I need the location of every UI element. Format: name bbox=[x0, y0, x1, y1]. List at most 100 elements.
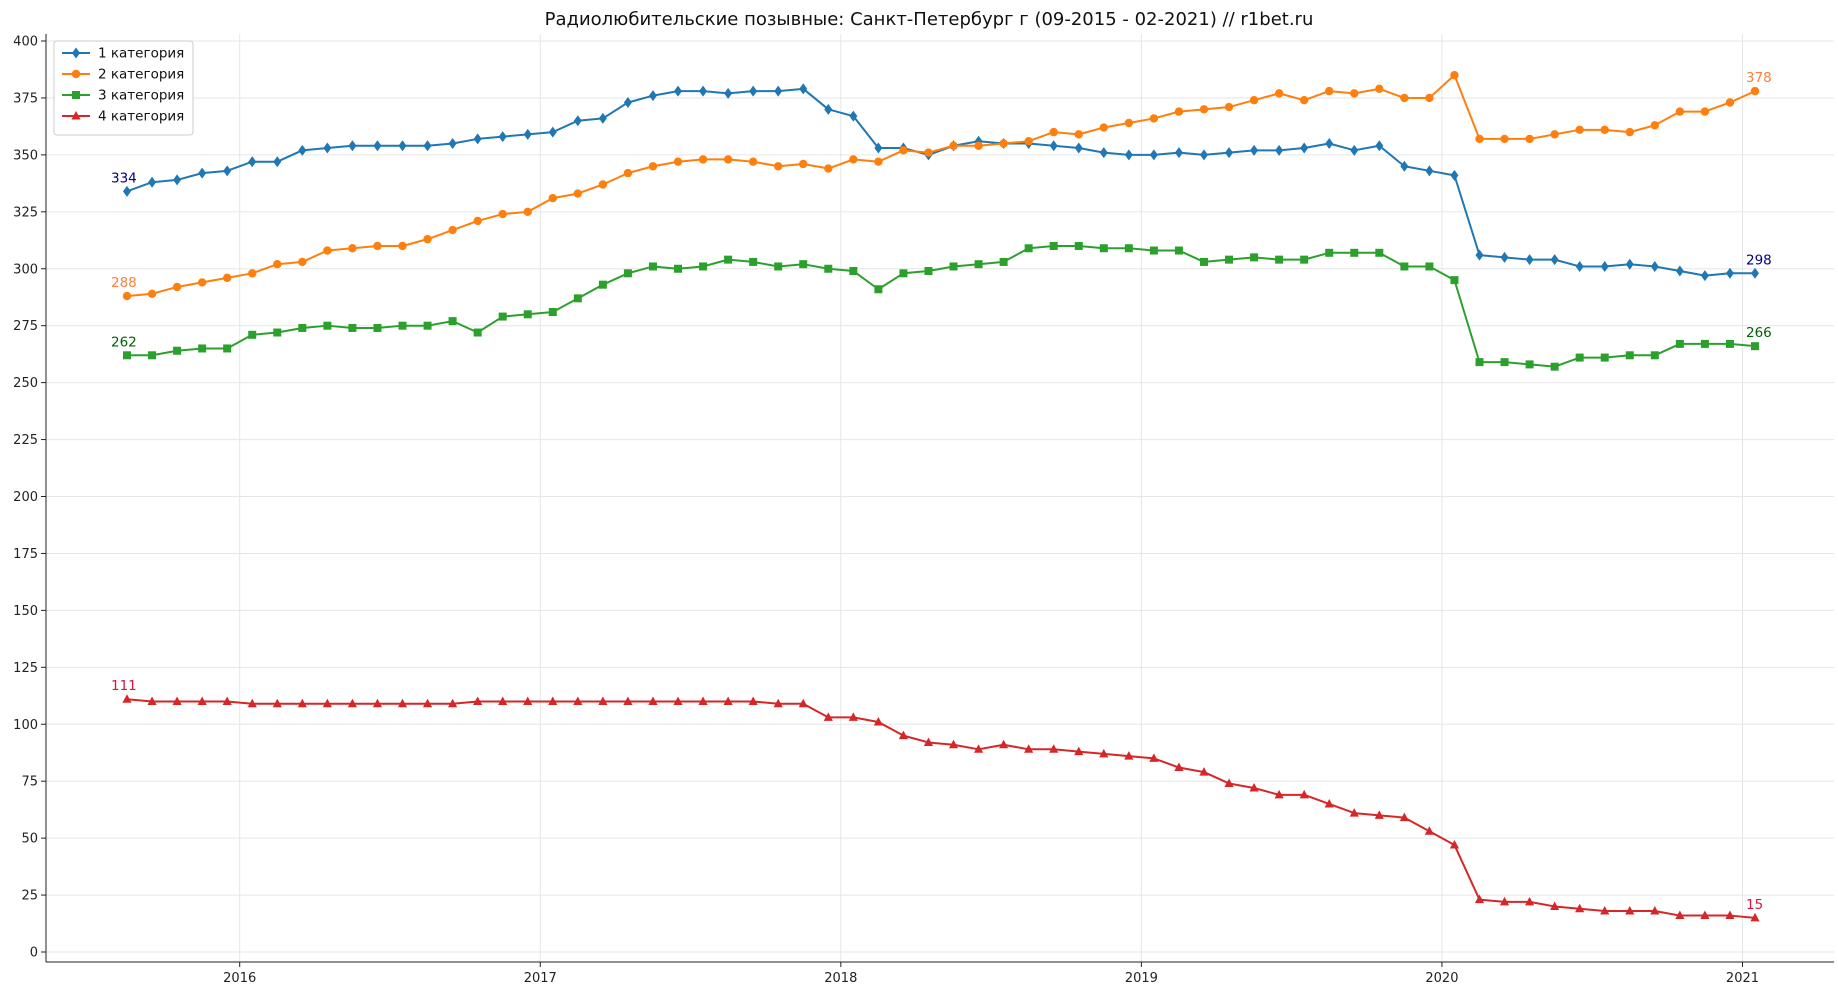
data-point bbox=[748, 696, 758, 705]
data-point bbox=[623, 696, 633, 705]
data-point bbox=[248, 330, 257, 339]
data-point bbox=[1325, 86, 1334, 96]
data-point bbox=[423, 234, 432, 244]
data-point bbox=[473, 328, 482, 337]
data-point bbox=[1575, 353, 1584, 362]
data-point bbox=[1675, 910, 1685, 920]
data-point bbox=[1675, 107, 1685, 116]
data-point bbox=[648, 262, 657, 271]
data-point bbox=[874, 285, 883, 294]
data-point bbox=[974, 141, 983, 150]
data-point bbox=[548, 126, 557, 138]
data-point bbox=[598, 180, 608, 189]
data-point bbox=[1349, 808, 1359, 817]
data-point bbox=[1550, 254, 1559, 266]
data-point bbox=[723, 155, 733, 164]
data-point bbox=[1499, 896, 1510, 906]
data-point bbox=[724, 255, 733, 264]
data-point bbox=[1324, 798, 1334, 808]
data-point bbox=[848, 712, 858, 721]
data-point bbox=[498, 209, 507, 219]
data-point bbox=[648, 90, 657, 102]
data-point bbox=[1625, 258, 1634, 270]
data-point bbox=[1500, 251, 1509, 263]
data-point bbox=[1325, 248, 1334, 257]
data-point bbox=[623, 168, 633, 178]
data-point bbox=[899, 146, 908, 155]
data-point bbox=[1750, 912, 1760, 922]
legend-marker bbox=[72, 47, 80, 59]
data-point bbox=[148, 176, 157, 188]
data-point bbox=[298, 323, 307, 332]
data-point bbox=[874, 157, 883, 166]
series-line bbox=[126, 87, 1755, 277]
first-value-label: 334 bbox=[111, 170, 137, 186]
y-tick-label: 0 bbox=[30, 946, 38, 961]
data-point bbox=[1500, 358, 1509, 367]
data-point bbox=[222, 696, 232, 705]
data-point bbox=[198, 167, 207, 179]
y-tick-label: 275 bbox=[13, 319, 38, 334]
legend-marker bbox=[72, 91, 80, 99]
data-point bbox=[1375, 84, 1384, 94]
data-point bbox=[498, 696, 508, 705]
y-tick-label: 375 bbox=[13, 91, 38, 106]
series-4 bbox=[122, 694, 1760, 922]
data-point bbox=[1525, 360, 1534, 369]
data-point bbox=[1074, 130, 1083, 139]
data-point bbox=[347, 698, 358, 708]
data-point bbox=[1600, 906, 1610, 915]
data-point bbox=[824, 103, 833, 115]
data-point bbox=[273, 259, 282, 269]
data-point bbox=[849, 110, 858, 122]
data-point bbox=[799, 83, 808, 95]
data-point bbox=[1199, 149, 1208, 161]
data-point bbox=[1399, 812, 1409, 822]
data-point bbox=[824, 164, 833, 173]
data-point bbox=[1725, 910, 1735, 920]
data-point bbox=[1500, 134, 1509, 144]
data-point bbox=[247, 698, 257, 708]
last-value-label: 298 bbox=[1746, 252, 1772, 268]
data-point bbox=[1575, 125, 1584, 135]
data-point bbox=[899, 269, 908, 278]
data-point bbox=[1625, 351, 1634, 360]
data-point bbox=[1225, 147, 1234, 159]
data-point bbox=[172, 696, 182, 705]
data-point bbox=[598, 112, 607, 124]
data-point bbox=[1425, 165, 1434, 177]
data-point bbox=[548, 308, 557, 317]
data-point bbox=[1475, 249, 1484, 261]
data-point bbox=[1350, 89, 1359, 98]
data-point bbox=[1450, 70, 1459, 80]
data-point bbox=[799, 260, 808, 269]
data-point bbox=[1650, 260, 1659, 272]
data-point bbox=[1400, 262, 1409, 271]
data-point bbox=[573, 294, 582, 303]
data-point bbox=[1550, 901, 1560, 910]
data-point bbox=[1700, 270, 1709, 282]
data-point bbox=[923, 737, 934, 746]
data-point bbox=[1725, 98, 1735, 107]
data-point bbox=[1449, 839, 1460, 849]
data-point bbox=[1174, 107, 1184, 116]
data-point bbox=[1350, 144, 1359, 156]
data-point bbox=[1275, 255, 1284, 264]
data-point bbox=[948, 739, 959, 749]
data-point bbox=[372, 698, 383, 708]
data-point bbox=[223, 165, 232, 177]
legend-label: 2 категория bbox=[98, 67, 184, 83]
data-point bbox=[523, 310, 532, 319]
data-point bbox=[273, 156, 282, 168]
legend-item: 4 категория bbox=[62, 109, 184, 125]
data-point bbox=[823, 712, 833, 721]
data-point bbox=[1174, 762, 1184, 772]
last-value-label: 266 bbox=[1746, 325, 1772, 341]
data-point bbox=[1374, 810, 1384, 819]
data-point bbox=[1600, 353, 1609, 362]
data-point bbox=[1174, 147, 1183, 159]
data-point bbox=[498, 131, 507, 143]
data-point bbox=[548, 193, 557, 203]
data-point bbox=[999, 739, 1009, 749]
